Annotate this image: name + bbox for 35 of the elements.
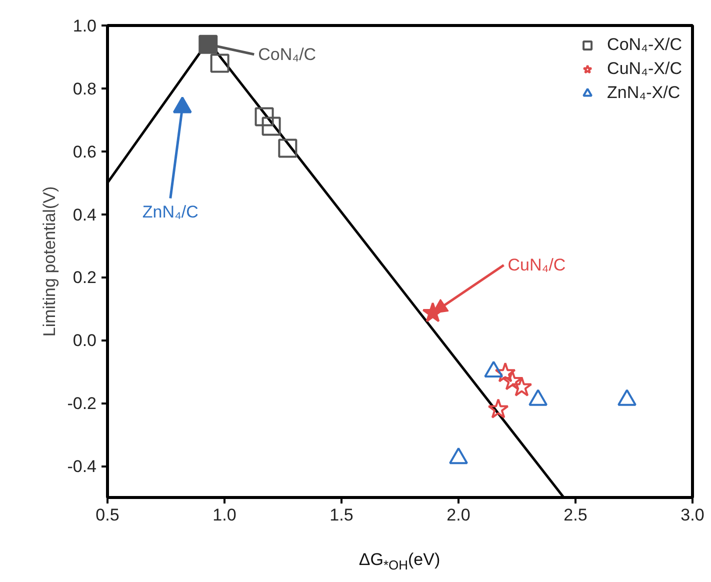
y-tick-label: 1.0: [72, 16, 97, 36]
annotation: ZnN₄/C: [142, 202, 198, 222]
point: [494, 362, 516, 382]
point: [262, 116, 281, 136]
x-tick-label: 1.5: [330, 506, 354, 524]
point: [210, 54, 230, 73]
y-axis-title: Limiting potential(V): [40, 186, 60, 337]
y-tick-label: -0.4: [67, 457, 97, 476]
point: [511, 376, 532, 396]
x-tick-label: 1.0: [212, 506, 236, 524]
annotation: CoN₄/C: [258, 44, 316, 64]
y-tick-label: 0.0: [72, 331, 97, 350]
x-tick-label: 2.5: [564, 506, 588, 524]
point: [502, 370, 523, 390]
x-tick-label: 2.0: [446, 506, 470, 524]
x-tick-label: 3.0: [680, 506, 704, 524]
y-tick-label: -0.2: [67, 394, 97, 414]
point: [484, 360, 504, 378]
point: [528, 389, 548, 406]
y-tick-label: 0.6: [72, 142, 97, 162]
legend-label: ZnN₄-X/C: [607, 83, 680, 103]
legend-label: CuN₄-X/C: [607, 59, 682, 79]
annotation: CuN₄/C: [508, 256, 566, 275]
point: [449, 447, 468, 464]
point: [254, 107, 274, 126]
legend-label: CoN₄-X/C: [607, 35, 682, 55]
x-axis-title: ΔG$_{*OH}$(eV): [358, 549, 440, 574]
point: [278, 138, 298, 158]
y-tick-label: 0.2: [72, 268, 97, 288]
y-tick-label: 0.8: [72, 79, 97, 98]
y-tick-label: 0.4: [72, 205, 97, 224]
x-tick-label: 0.5: [96, 506, 120, 524]
point: [198, 34, 218, 54]
point: [488, 398, 509, 418]
point: [617, 389, 636, 406]
